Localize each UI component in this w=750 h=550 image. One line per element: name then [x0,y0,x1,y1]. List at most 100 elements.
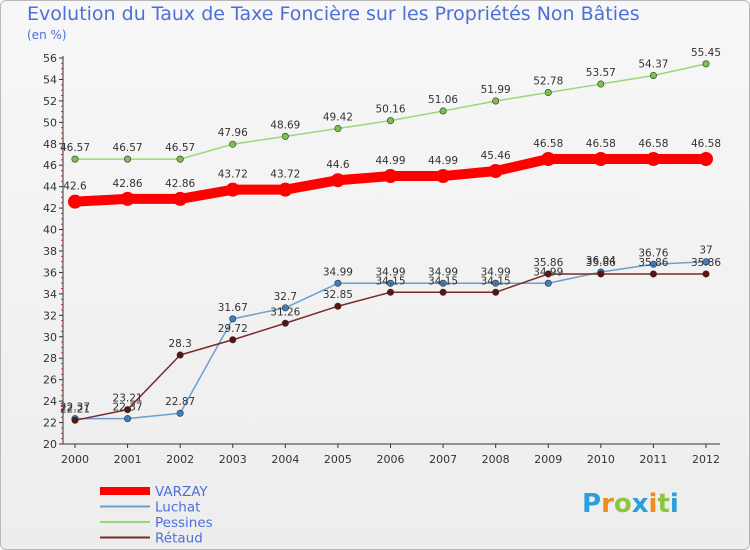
data-point [71,155,79,163]
data-point [334,125,342,133]
data-point [439,107,447,115]
y-tick-label: 54 [43,73,57,86]
data-point [544,270,552,278]
logo-letter: x [631,489,649,519]
data-label: 44.6 [326,159,350,171]
data-point [439,279,447,287]
data-label: 46.57 [60,142,90,154]
data-point [702,60,710,68]
data-point [702,270,710,278]
data-label: 53.57 [586,67,616,79]
data-point [386,279,394,287]
data-point [124,415,132,423]
data-label: 23.21 [113,393,143,405]
data-label: 34.99 [481,266,511,278]
data-label: 45.46 [481,150,511,162]
x-tick-label: 2002 [166,453,194,466]
data-label: 42.6 [63,181,87,193]
y-tick-label: 42 [43,202,57,215]
data-label: 34.15 [481,275,511,287]
data-point [225,182,240,197]
data-point [439,288,447,296]
logo-letter: P [582,489,602,519]
data-label: 31.26 [270,306,300,318]
data-point [124,406,132,414]
data-label: 46.58 [691,138,721,150]
x-tick-label: 2009 [534,453,562,466]
data-label: 34.99 [428,266,458,278]
y-tick-label: 56 [43,52,57,65]
logo-letter: o [613,489,632,519]
data-label: 47.96 [218,127,248,139]
data-point [278,182,293,197]
data-point [281,319,289,327]
data-label: 35.86 [638,257,668,269]
data-label: 52.78 [533,76,563,88]
data-label: 22.37 [113,402,143,414]
legend-label-luchat: Luchat [155,500,200,516]
legend-label-varzay: VARZAY [155,484,208,500]
proxiti-logo: Proxiti [582,489,679,519]
data-point [124,155,132,163]
data-label: 54.37 [638,58,668,70]
y-tick-label: 28 [43,352,57,365]
data-label: 34.99 [323,266,353,278]
data-point [593,152,608,167]
data-label: 34.15 [375,275,405,287]
legend-label-pessines: Pessines [155,515,213,531]
data-label: 22.87 [165,396,195,408]
data-point [334,279,342,287]
data-point [71,416,79,424]
data-point [383,169,398,184]
data-point [646,152,661,167]
y-tick-label: 48 [43,138,57,151]
data-point [330,173,345,188]
data-label: 32.85 [323,289,353,301]
x-tick-label: 2005 [324,453,352,466]
y-tick-label: 52 [43,95,57,108]
data-point [386,288,394,296]
data-label: 46.58 [586,138,616,150]
y-tick-label: 38 [43,245,57,258]
data-point [544,279,552,287]
y-tick-label: 22 [43,417,57,430]
legend-label-rétaud: Rétaud [155,531,203,547]
data-label: 46.57 [165,142,195,154]
x-tick-label: 2000 [61,453,89,466]
y-tick-label: 40 [43,224,57,237]
data-label: 43.72 [270,169,300,181]
data-point [597,270,605,278]
logo-letter: t [657,489,670,519]
data-point [68,194,82,209]
data-label: 51.06 [428,94,458,106]
data-point [649,260,657,268]
y-tick-label: 36 [43,266,57,279]
data-label: 29.72 [218,323,248,335]
chart-subtitle: (en %) [27,28,67,42]
data-label: 37 [699,245,712,257]
data-label: 42.86 [113,178,143,190]
y-tick-label: 24 [43,395,57,408]
data-point [334,302,342,310]
data-label: 34.15 [428,275,458,287]
x-tick-label: 2012 [692,453,720,466]
data-label: 22.21 [60,403,90,415]
data-point [176,351,184,359]
data-label: 55.45 [691,47,721,59]
data-point [649,270,657,278]
data-label: 36.04 [586,255,616,267]
data-label: 32.7 [274,291,297,303]
x-tick-label: 2008 [482,453,510,466]
data-label: 48.69 [270,119,300,131]
data-label: 34.99 [375,266,405,278]
logo-letter: r [601,489,614,519]
chart-title: Evolution du Taux de Taxe Foncière sur l… [27,3,640,25]
data-label: 46.58 [533,138,563,150]
data-label: 50.16 [375,104,405,116]
data-point [176,155,184,163]
data-point [281,132,289,140]
data-point [597,80,605,88]
data-label: 51.99 [481,84,511,96]
